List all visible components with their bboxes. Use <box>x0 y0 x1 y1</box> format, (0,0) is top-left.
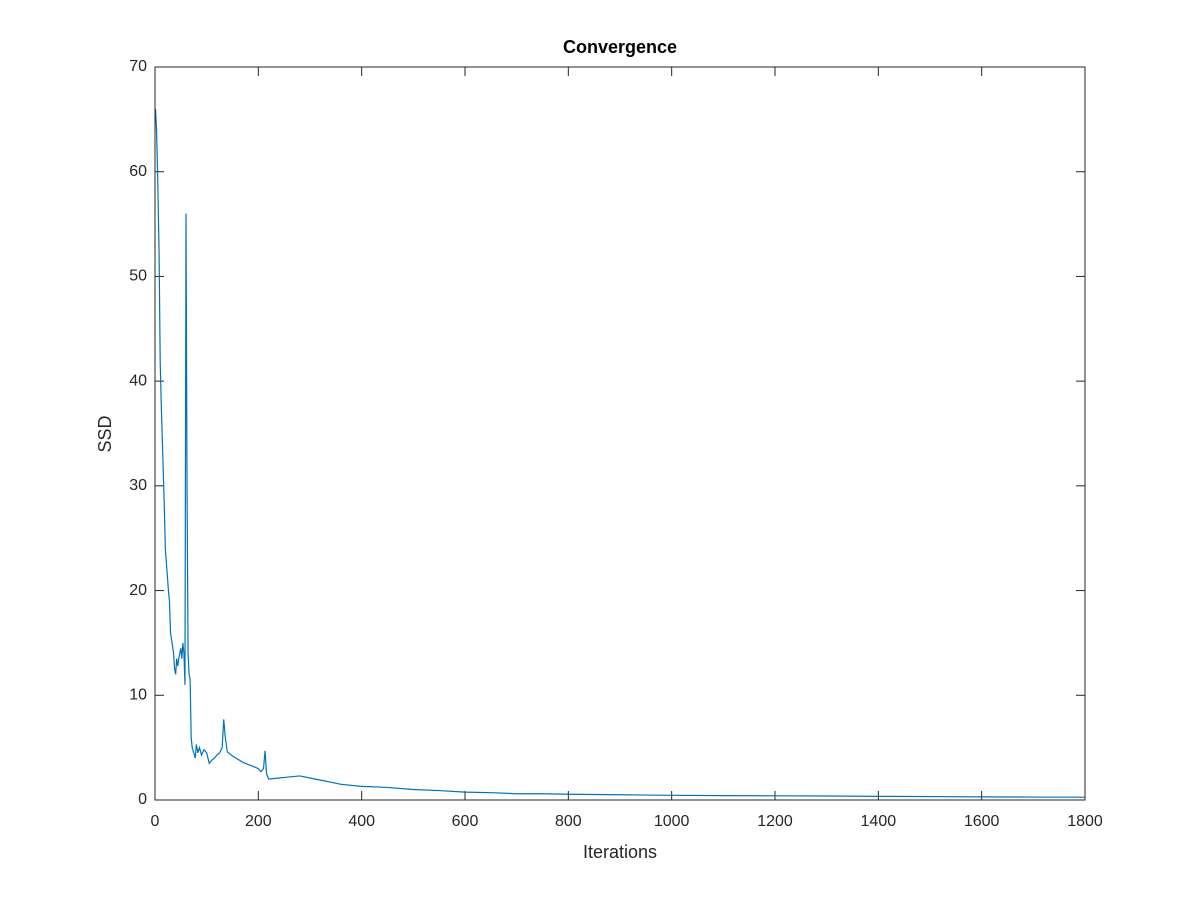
y-tick-label: 30 <box>129 477 147 494</box>
x-tick-label: 1000 <box>654 813 690 830</box>
x-tick-label: 400 <box>348 813 375 830</box>
x-axis-label: Iterations <box>583 842 657 862</box>
y-tick-label: 0 <box>138 791 147 808</box>
x-tick-label: 200 <box>245 813 272 830</box>
y-axis-label: SSD <box>95 415 115 452</box>
x-tick-label: 1600 <box>964 813 1000 830</box>
x-tick-label: 1800 <box>1067 813 1103 830</box>
x-tick-label: 800 <box>555 813 582 830</box>
x-tick-label: 1200 <box>757 813 793 830</box>
y-tick-label: 50 <box>129 268 147 285</box>
x-tick-label: 1400 <box>861 813 897 830</box>
y-tick-label: 10 <box>129 687 147 704</box>
x-tick-label: 0 <box>151 813 160 830</box>
y-tick-label: 40 <box>129 372 147 389</box>
y-tick-label: 60 <box>129 163 147 180</box>
data-line <box>154 108 1086 798</box>
y-tick-label: 20 <box>129 582 147 599</box>
y-tick-label: 70 <box>129 58 147 75</box>
plot-frame <box>154 66 1086 801</box>
x-tick-label: 600 <box>452 813 479 830</box>
chart-title: Convergence <box>563 37 677 57</box>
